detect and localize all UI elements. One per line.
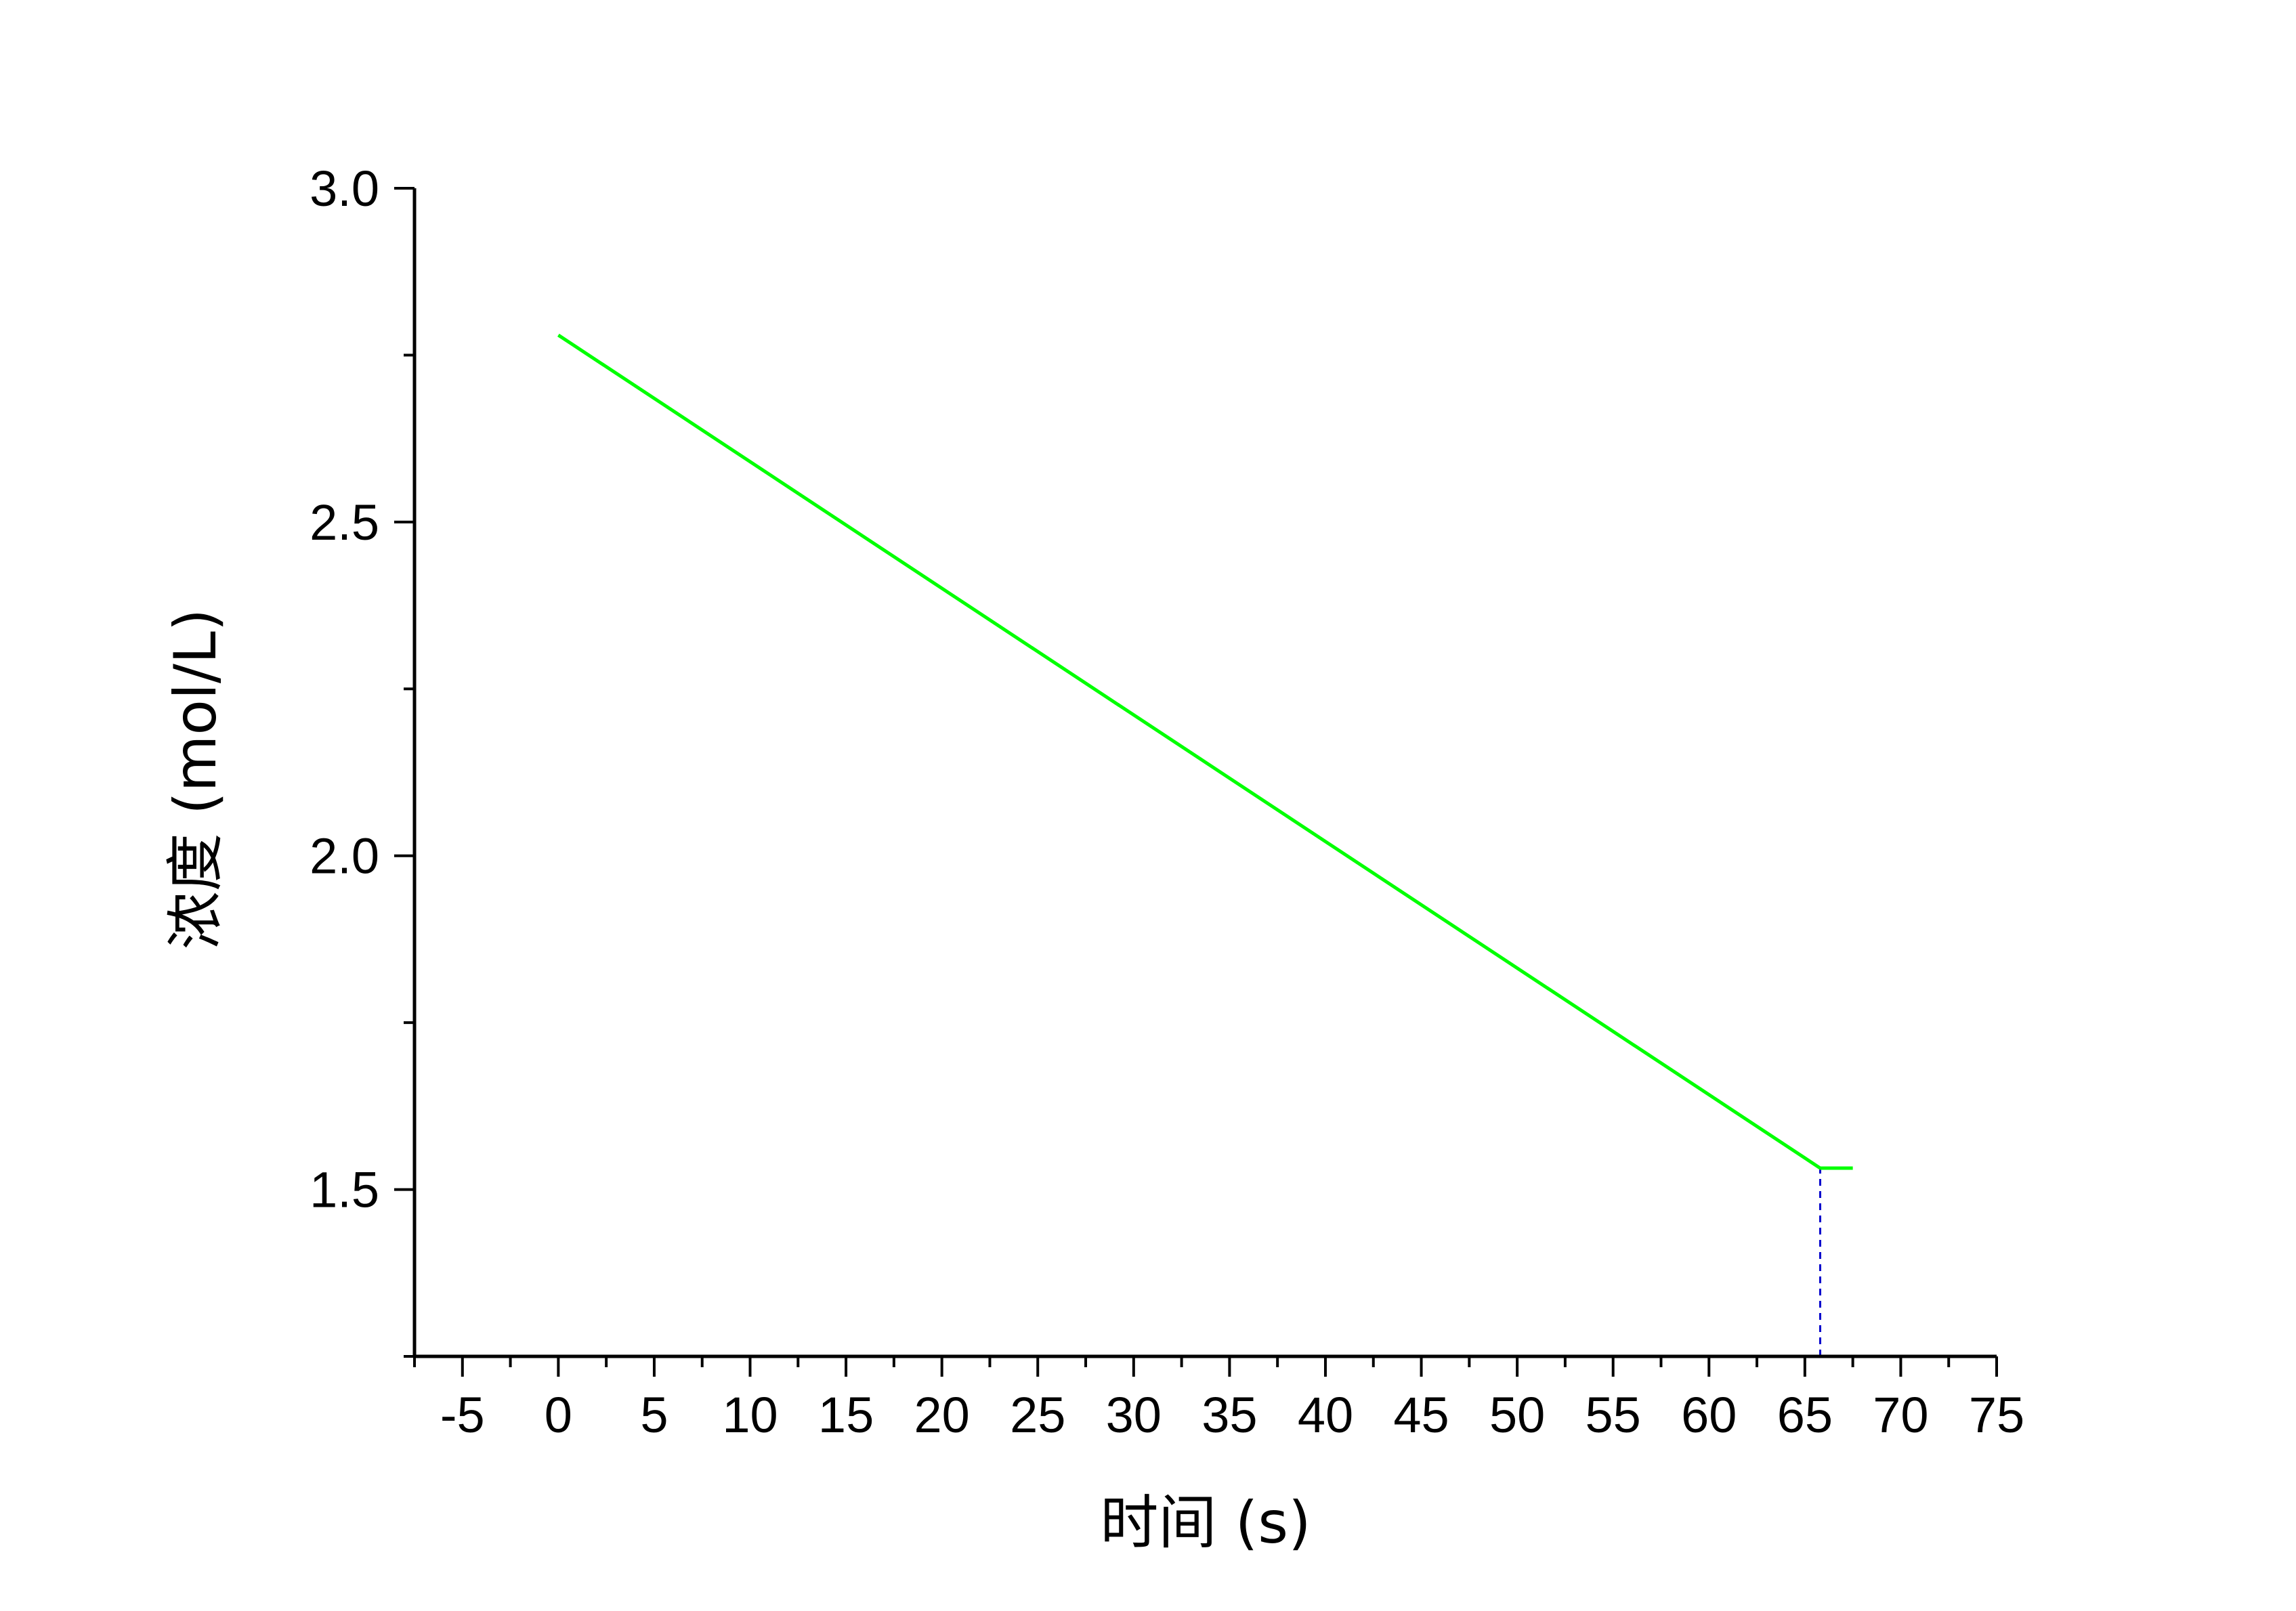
y-axis-title: 浓度 (mol/L) bbox=[162, 609, 230, 950]
x-tick-label: 70 bbox=[1873, 1387, 1928, 1443]
y-tick-label: 1.5 bbox=[310, 1162, 379, 1218]
x-tick-label: 10 bbox=[722, 1387, 778, 1443]
x-tick-label: 50 bbox=[1489, 1387, 1545, 1443]
x-tick-label: 20 bbox=[914, 1387, 970, 1443]
y-tick-label: 3.0 bbox=[310, 160, 379, 217]
x-tick-label: 5 bbox=[640, 1387, 668, 1443]
y-tick-label: 2.0 bbox=[310, 828, 379, 884]
y-tick-label: 2.5 bbox=[310, 494, 379, 551]
x-tick-label: 25 bbox=[1010, 1387, 1065, 1443]
x-tick-label: 40 bbox=[1298, 1387, 1353, 1443]
x-axis-ticks: -5 0 5 10 15 20 25 30 35 40 45 50 55 60 65 70 75 bbox=[413, 1356, 2024, 1443]
x-tick-label: 60 bbox=[1681, 1387, 1737, 1443]
plot-area bbox=[557, 333, 1853, 1356]
x-tick-label: -5 bbox=[440, 1387, 485, 1443]
x-tick-label: 75 bbox=[1969, 1387, 2024, 1443]
x-tick-label: 65 bbox=[1777, 1387, 1833, 1443]
x-tick-label: 15 bbox=[818, 1387, 874, 1443]
x-tick-label: 35 bbox=[1202, 1387, 1257, 1443]
series-layer bbox=[557, 333, 1853, 1170]
x-axis-title: 时间 (s) bbox=[1100, 1489, 1311, 1557]
x-tick-label: 0 bbox=[545, 1387, 572, 1443]
x-tick-label: 45 bbox=[1393, 1387, 1449, 1443]
y-axis-ticks: 1.5 2.0 2.5 3.0 bbox=[310, 160, 414, 1358]
x-tick-label: 30 bbox=[1106, 1387, 1162, 1443]
series-line bbox=[557, 333, 1853, 1170]
x-tick-label: 55 bbox=[1586, 1387, 1641, 1443]
axes: -5 0 5 10 15 20 25 30 35 40 45 50 55 60 65 70 75 1.5 2.0 2… bbox=[310, 160, 2024, 1443]
